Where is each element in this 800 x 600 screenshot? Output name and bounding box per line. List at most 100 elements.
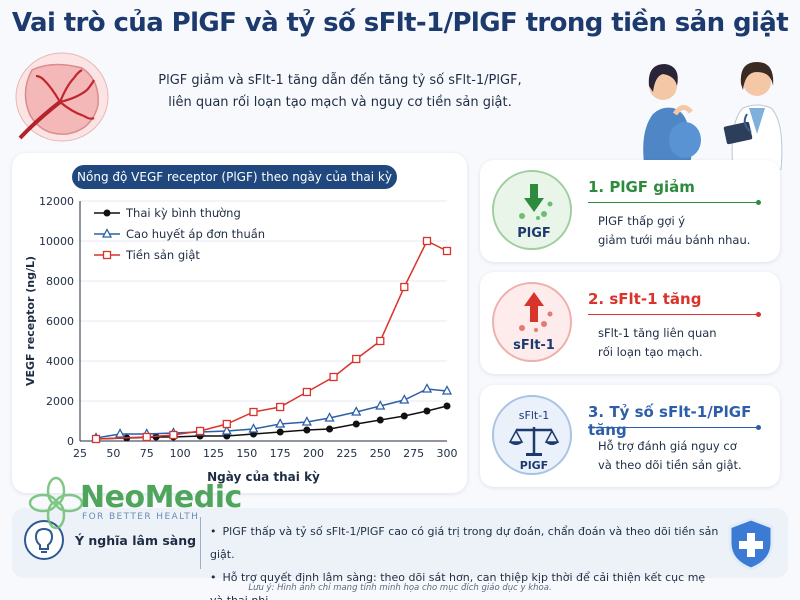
- balance-scale-icon: [508, 427, 560, 456]
- card-body: Hỗ trợ đánh giá nguy cơ và theo dõi tiền…: [598, 437, 773, 475]
- card-divider: [588, 200, 761, 205]
- card-plgf-decrease: PlGF 1. PlGF giảm PlGF thấp gợi ý giảm t…: [480, 160, 780, 262]
- x-tick-label: 175: [270, 447, 291, 460]
- data-point: [221, 425, 232, 435]
- data-point: [441, 385, 453, 395]
- card-ratio-increase: sFlt-1 PlGF 3. Tỷ số sFlt-1/PlGF tăng Hỗ…: [480, 385, 780, 487]
- x-tick-label: 300: [437, 447, 458, 460]
- circle-label: sFlt-1: [513, 338, 555, 353]
- data-point: [376, 336, 385, 346]
- data-point: [222, 419, 231, 429]
- y-axis-label: VEGF receptor (ng/L): [24, 256, 37, 386]
- legend-label: Thai kỳ bình thường: [125, 206, 241, 220]
- x-tick-label: 75: [140, 447, 154, 460]
- x-tick-label: 275: [403, 447, 424, 460]
- y-tick-label: 10000: [39, 235, 74, 248]
- data-point: [114, 428, 126, 438]
- x-tick-label: 50: [106, 447, 120, 460]
- placenta-illustration: [15, 52, 109, 142]
- x-tick-label: 200: [303, 447, 324, 460]
- card-sflt1-increase: sFlt-1 2. sFlt-1 tăng sFlt-1 tăng liên q…: [480, 272, 780, 374]
- shield-cross-icon: [728, 517, 774, 571]
- legend-label: Tiền sản giật: [125, 248, 200, 262]
- plgf-circle: PlGF: [492, 170, 572, 250]
- data-point: [399, 394, 410, 404]
- clinical-points: PlGF thấp và tỷ số sFlt-1/PlGF cao có gi…: [210, 520, 720, 600]
- y-tick-label: 6000: [46, 315, 74, 328]
- logo-name: NeoMedic: [80, 480, 242, 515]
- data-point: [249, 407, 258, 417]
- chart-title: Nồng độ VEGF receptor (PlGF) theo ngày c…: [72, 165, 397, 189]
- data-point: [351, 406, 362, 416]
- y-tick-label: 2000: [46, 395, 74, 408]
- card-body: PlGF thấp gợi ý giảm tưới máu bánh nhau.: [598, 212, 773, 250]
- card-heading: 2. sFlt-1 tăng: [588, 290, 702, 308]
- data-point: [443, 402, 451, 410]
- data-point: [422, 236, 432, 246]
- data-point: [375, 400, 386, 410]
- data-point: [302, 387, 312, 397]
- data-point: [276, 402, 285, 412]
- circle-label: PlGF: [519, 459, 549, 472]
- clinical-label: Ý nghĩa lâm sàng: [75, 533, 197, 548]
- card-body-line-1: sFlt-1 tăng liên quan: [598, 326, 717, 340]
- data-point: [326, 425, 334, 433]
- subtitle-line-2: liên quan rối loạn tạo mạch và nguy cơ t…: [168, 95, 512, 110]
- pregnant-woman-doctor-illustration: [643, 62, 783, 170]
- card-heading: 3. Tỷ số sFlt-1/PlGF tăng: [588, 403, 752, 439]
- data-point: [423, 407, 431, 415]
- ratio-circle: sFlt-1 PlGF: [492, 395, 572, 475]
- circle-label: PlGF: [517, 226, 551, 241]
- subtitle: PlGF giảm và sFlt-1 tăng dẫn đến tăng tỷ…: [150, 70, 530, 114]
- data-point: [276, 428, 284, 436]
- data-point: [248, 423, 259, 433]
- card-body: sFlt-1 tăng liên quan rối loạn tạo mạch.: [598, 324, 773, 362]
- data-point: [102, 250, 112, 260]
- logo-tagline: FOR BETTER HEALTH: [82, 512, 200, 522]
- data-point: [103, 209, 111, 217]
- footnote: Lưu ý: Hình ảnh chỉ mang tính minh họa c…: [248, 583, 552, 593]
- page-title: Vai trò của PlGF và tỷ số sFlt-1/PlGF tr…: [11, 8, 789, 38]
- x-tick-label: 250: [370, 447, 391, 460]
- x-tick-label: 125: [203, 447, 224, 460]
- card-body-line-1: Hỗ trợ đánh giá nguy cơ: [598, 439, 737, 453]
- data-point: [421, 383, 433, 393]
- y-tick-label: 12000: [39, 195, 74, 208]
- card-body-line-2: rối loạn tạo mạch.: [598, 345, 703, 359]
- data-point: [329, 372, 338, 382]
- x-tick-label: 225: [336, 447, 357, 460]
- x-tick-label: 25: [73, 447, 87, 460]
- data-point: [275, 418, 286, 428]
- data-point: [301, 416, 312, 426]
- y-tick-label: 8000: [46, 275, 74, 288]
- line-chart: 0 2000 4000 6000 8000 10000 12000 25 50 75 100 125 1…: [24, 195, 458, 484]
- data-point: [195, 426, 205, 436]
- data-point: [376, 416, 384, 424]
- x-tick-label: 150: [236, 447, 257, 460]
- sflt1-circle: sFlt-1: [492, 282, 572, 362]
- series-line: [95, 239, 448, 440]
- up-arrow-icon: [519, 292, 553, 332]
- circle-label-top: sFlt-1: [518, 409, 550, 422]
- neomedic-logo-mark: [28, 476, 84, 530]
- data-point: [169, 430, 178, 440]
- y-tick-label: 0: [67, 435, 74, 448]
- list-item: Hỗ trợ quyết định lâm sàng: theo dõi sát…: [210, 566, 720, 600]
- data-point: [142, 432, 151, 442]
- subtitle-line-1: PlGF giảm và sFlt-1 tăng dẫn đến tăng tỷ…: [158, 73, 522, 88]
- card-body-line-2: và theo dõi tiền sản giật.: [598, 458, 742, 472]
- lightbulb-icon: [24, 520, 64, 560]
- x-tick-label: 100: [170, 447, 191, 460]
- x-axis-label: Ngày của thai kỳ: [207, 470, 320, 484]
- data-point: [442, 246, 452, 256]
- card-body-line-1: PlGF thấp gợi ý: [598, 214, 686, 228]
- data-point: [400, 412, 408, 420]
- card-divider: [588, 425, 761, 430]
- data-point: [352, 354, 361, 364]
- legend-label: Cao huyết áp đơn thuần: [126, 227, 265, 241]
- data-point: [324, 412, 335, 422]
- data-point: [303, 426, 311, 434]
- list-item: PlGF thấp và tỷ số sFlt-1/PlGF cao có gi…: [210, 520, 720, 566]
- card-divider: [588, 312, 761, 317]
- card-heading: 1. PlGF giảm: [588, 178, 695, 196]
